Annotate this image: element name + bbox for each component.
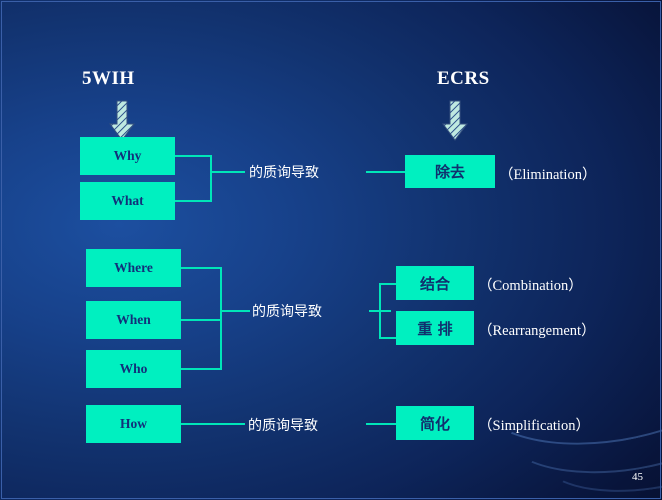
connector-label-1: 的质询导致 (249, 165, 319, 181)
box-rearrangement[interactable]: 重 排 (396, 311, 474, 345)
label-simplification-english: （Simplification） (478, 418, 590, 434)
page-number: 45 (632, 471, 643, 483)
connector-to-combination (379, 283, 397, 285)
box-how[interactable]: How (86, 405, 181, 443)
box-where[interactable]: Where (86, 249, 181, 287)
down-arrow-right-icon (442, 100, 468, 141)
header-left: 5WIH (82, 68, 135, 89)
box-elimination[interactable]: 除去 (405, 155, 495, 188)
box-simplification[interactable]: 简化 (396, 406, 474, 440)
connector-label-2: 的质询导致 (252, 304, 322, 320)
box-combination[interactable]: 结合 (396, 266, 474, 300)
box-who[interactable]: Who (86, 350, 181, 388)
connector-bracket-2-out (220, 310, 250, 312)
connector-bracket-3 (379, 283, 381, 338)
label-combination-english: （Combination） (478, 278, 583, 294)
box-what[interactable]: What (80, 182, 175, 220)
box-when[interactable]: When (86, 301, 181, 339)
connector-bracket-2 (220, 267, 222, 370)
connector-bracket-1 (210, 155, 212, 202)
connector-who (181, 368, 221, 370)
box-why[interactable]: Why (80, 137, 175, 175)
down-arrow-left-icon (109, 100, 135, 141)
header-right: ECRS (437, 68, 490, 89)
label-rearrangement-english: （Rearrangement） (478, 323, 596, 339)
connector-to-simplification (366, 423, 396, 425)
connector-how (181, 423, 245, 425)
connector-label-3: 的质询导致 (248, 418, 318, 434)
label-elimination-english: （Elimination） (499, 167, 597, 183)
connector-where (181, 267, 221, 269)
connector-to-rearrangement (379, 337, 397, 339)
connector-bracket-1-out (210, 171, 245, 173)
connector-when (181, 319, 221, 321)
connector-to-elimination (366, 171, 405, 173)
connector-what (175, 200, 211, 202)
connector-why (175, 155, 211, 157)
